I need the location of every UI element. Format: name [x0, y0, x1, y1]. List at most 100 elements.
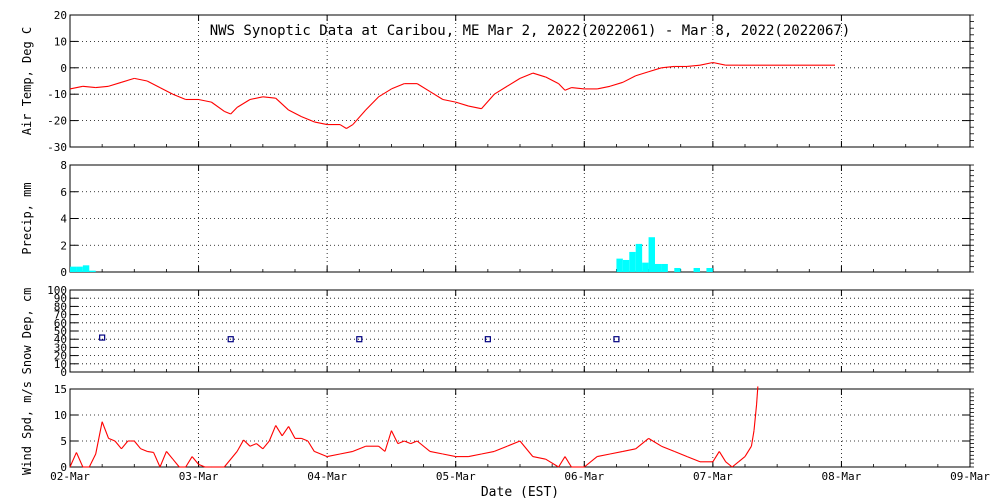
data-segment [390, 430, 399, 444]
data-point [99, 334, 106, 341]
data-bar [635, 243, 643, 272]
x-tick-label: 04-Mar [307, 470, 347, 483]
y-tick-label: 4 [60, 213, 67, 226]
data-segment [429, 91, 444, 100]
y-tick-label: -30 [47, 141, 67, 154]
data-segment [198, 463, 206, 468]
data-segment [327, 453, 341, 458]
data-segment [314, 121, 328, 126]
panel-air-temp: -30 -20 -10 0 10 20 Air Temp, Deg C [20, 9, 974, 154]
data-segment [545, 458, 559, 468]
data-segment [339, 450, 353, 455]
data-segment [506, 440, 521, 447]
data-point [227, 336, 234, 343]
data-segment [95, 421, 103, 455]
y-tick-label: 0 [60, 62, 67, 75]
data-bar [629, 251, 636, 272]
y-axis-label: Precip, mm [20, 182, 34, 254]
data-segment [674, 450, 688, 458]
y-tick-label: 5 [60, 435, 67, 448]
y-axis-label: Snow Dep, cm [20, 288, 34, 375]
data-segment [249, 443, 257, 447]
data-segment [146, 80, 161, 89]
data-segment [172, 458, 180, 468]
x-tick-labels: 02-Mar 03-Mar 04-Mar 05-Mar 06-Mar 07-Mar 08-M… [50, 470, 990, 483]
data-segment [121, 77, 135, 83]
data-segment [493, 85, 508, 95]
data-bar [706, 267, 713, 272]
data-segment [622, 448, 636, 452]
data-segment [108, 437, 116, 442]
data-segment [307, 440, 315, 452]
data-segment [442, 98, 456, 103]
data-segment [481, 450, 495, 455]
data-segment [352, 109, 367, 125]
data-segment [281, 426, 290, 437]
x-tick-label: 06-Mar [564, 470, 604, 483]
data-segment [352, 445, 366, 452]
data-segment [166, 451, 174, 460]
data-segment [687, 64, 701, 68]
y-tick-label: 60 [54, 317, 67, 330]
data-segment [301, 116, 315, 123]
y-tick-label: 70 [54, 309, 67, 322]
x-tick-label: 02-Mar [50, 470, 90, 483]
data-segment [738, 456, 746, 463]
data-bar [89, 270, 96, 272]
y-tick-label: 20 [54, 9, 67, 22]
data-segment [597, 453, 611, 458]
data-segment [635, 71, 649, 77]
data-segment [725, 461, 733, 468]
y-tick-label: 0 [60, 366, 67, 379]
data-segment [262, 96, 276, 99]
data-segment [545, 76, 559, 85]
data-segment [198, 98, 212, 103]
data-segment [622, 75, 636, 83]
data-segment [121, 440, 129, 450]
data-segment [95, 85, 109, 89]
data-segment [442, 453, 456, 458]
data-segment [378, 88, 392, 98]
y-tick-label: 10 [54, 409, 67, 422]
data-segment [609, 81, 624, 87]
y-tick-label: 10 [54, 358, 67, 371]
panel-wind-speed: 0 5 10 15 Wind Spd, m/s [20, 381, 974, 475]
data-segment [731, 461, 739, 468]
y-tick-label: 90 [54, 292, 67, 305]
x-tick-label: 09-Mar [950, 470, 990, 483]
data-segment [686, 456, 701, 463]
data-segment [506, 77, 521, 87]
data-point [613, 336, 620, 343]
data-segment [134, 77, 148, 82]
data-segment [718, 451, 727, 463]
data-segment [346, 124, 354, 129]
data-segment [558, 456, 566, 468]
data-segment [288, 426, 296, 439]
data-segment [288, 109, 302, 118]
data-segment [455, 101, 469, 107]
data-segment [301, 437, 309, 442]
data-segment [648, 67, 662, 73]
x-tick-label: 08-Mar [822, 470, 862, 483]
data-segment [147, 450, 154, 453]
data-segment [753, 404, 758, 431]
data-segment [159, 87, 174, 95]
y-tick-label: 0 [60, 266, 67, 279]
data-segment [648, 437, 662, 447]
data-segment [249, 96, 263, 101]
data-segment [429, 450, 443, 455]
data-segment [532, 456, 546, 460]
data-bar [693, 267, 700, 272]
data-segment [635, 437, 649, 450]
data-segment [275, 97, 289, 111]
data-point [484, 336, 491, 343]
data-segment [468, 453, 482, 458]
data-bar [76, 266, 83, 272]
data-segment [191, 456, 199, 465]
data-segment [583, 456, 598, 468]
plot-frame [69, 388, 971, 468]
data-segment [532, 72, 546, 78]
data-segment [416, 440, 431, 452]
